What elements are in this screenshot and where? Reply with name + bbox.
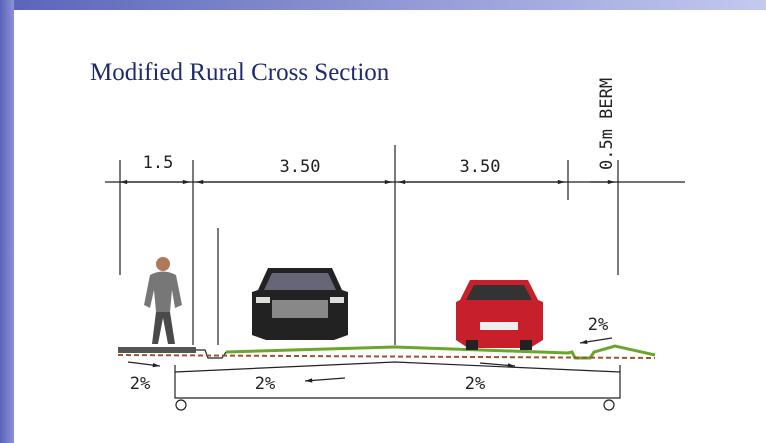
dimension: 1.5	[143, 153, 174, 173]
suv	[252, 268, 348, 340]
left-border	[0, 0, 14, 443]
dimension-lines	[105, 145, 685, 345]
title: Modified Rural Cross Section	[90, 59, 390, 86]
slope-label: 2%	[465, 374, 485, 394]
dimension: 3.50	[460, 157, 501, 177]
dimension: 3.50	[280, 157, 321, 177]
slope-label: 2%	[130, 374, 150, 394]
hatchback	[456, 280, 543, 350]
slope-label: 2%	[255, 374, 275, 394]
slope-label: 2%	[588, 315, 608, 335]
pedestrian	[144, 257, 182, 344]
berm-label: 0.5m BERM	[597, 78, 617, 170]
road-section	[117, 337, 656, 411]
top-border	[0, 0, 766, 10]
